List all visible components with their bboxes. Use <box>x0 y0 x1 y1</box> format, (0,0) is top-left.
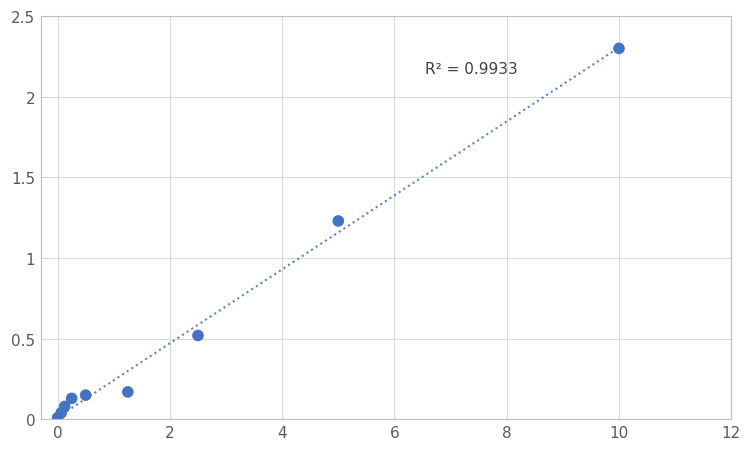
Point <box>55 410 67 417</box>
Point <box>332 218 344 225</box>
Point <box>122 388 134 396</box>
Point <box>65 395 77 402</box>
Point <box>80 391 92 399</box>
Point <box>192 332 204 339</box>
Point <box>613 46 625 53</box>
Point <box>52 414 64 421</box>
Point <box>59 403 71 410</box>
Text: R² = 0.9933: R² = 0.9933 <box>426 62 518 77</box>
